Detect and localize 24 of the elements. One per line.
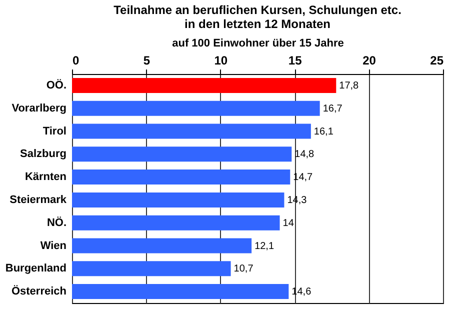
data-label: 14 xyxy=(282,218,294,229)
data-label: 17,8 xyxy=(339,80,360,92)
x-tick-label: 25 xyxy=(430,54,444,68)
y-tick-label: Tirol xyxy=(42,125,66,138)
y-tick-label: Steiermark xyxy=(10,194,68,206)
x-tick-label: 10 xyxy=(214,54,228,68)
y-tick-label: NÖ. xyxy=(46,216,66,229)
chart-title: Teilnahme an beruflichen Kursen, Schulungen etc. in den letzten 12 Monaten xyxy=(114,3,402,31)
data-label: 16,7 xyxy=(322,103,343,114)
data-label: 16,1 xyxy=(314,126,334,138)
y-tick-label: Österreich xyxy=(11,284,67,298)
y-tick-label: Vorarlberg xyxy=(12,102,66,114)
x-tick-label: 0 xyxy=(72,54,80,68)
y-tick-label: Wien xyxy=(40,240,67,252)
y-tick-label: Burgenland xyxy=(5,262,66,275)
data-label: 12,1 xyxy=(254,240,274,252)
y-tick-label: Salzburg xyxy=(20,148,66,160)
x-tick-label: 5 xyxy=(143,54,150,68)
y-tick-label: OÖ. xyxy=(46,78,66,92)
y-tick-label: Kärnten xyxy=(24,171,67,184)
x-tick-label: 15 xyxy=(288,54,302,68)
x-axis-title: auf 100 Einwohner über 15 Jahre xyxy=(172,38,344,50)
data-label: 10,7 xyxy=(234,264,254,275)
x-tick-label: 20 xyxy=(362,54,376,68)
